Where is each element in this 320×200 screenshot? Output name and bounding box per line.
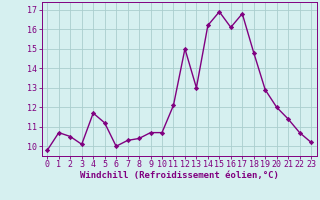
- X-axis label: Windchill (Refroidissement éolien,°C): Windchill (Refroidissement éolien,°C): [80, 171, 279, 180]
